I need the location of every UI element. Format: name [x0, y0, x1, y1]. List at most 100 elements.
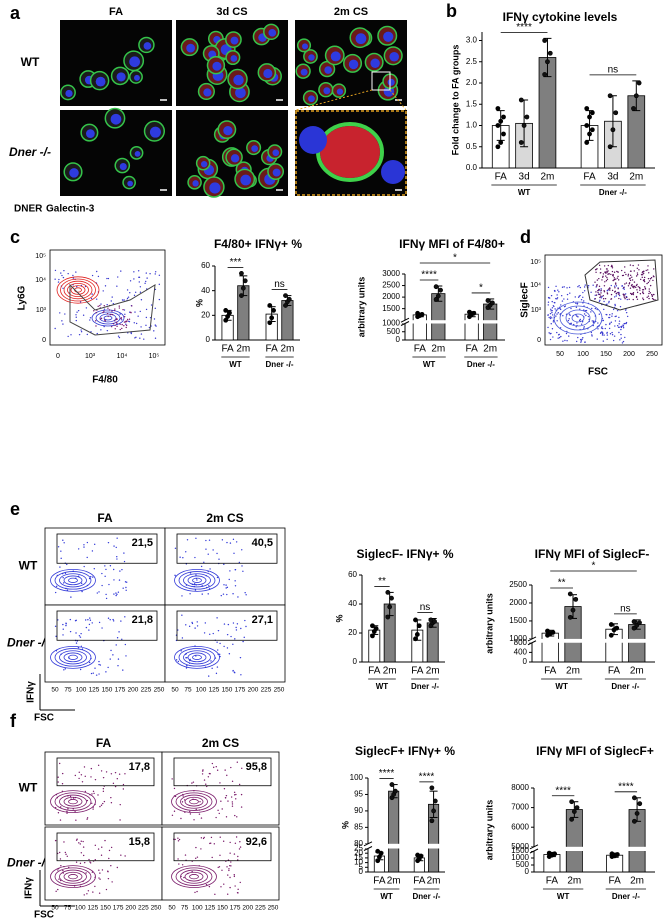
event-dot — [613, 277, 616, 279]
event-dot — [605, 279, 608, 282]
event-dot — [226, 541, 228, 544]
event-dot — [556, 331, 558, 334]
event-dot — [134, 337, 136, 339]
y-tick-label: 1000 — [509, 634, 527, 643]
event-dot — [110, 313, 112, 316]
event-dot — [242, 570, 244, 573]
contour — [565, 309, 591, 327]
event-dot — [606, 276, 608, 279]
event-dot — [98, 892, 101, 894]
event-dot — [561, 300, 564, 302]
event-dot — [178, 838, 181, 841]
event-dot — [171, 778, 173, 780]
event-dot — [622, 293, 624, 296]
event-dot — [651, 295, 654, 298]
event-dot — [583, 286, 586, 288]
event-dot — [100, 303, 102, 305]
event-dot — [89, 617, 91, 619]
event-dot — [195, 857, 197, 860]
event-dot — [109, 619, 111, 621]
nucleus — [389, 51, 399, 62]
group-label: Dner -/- — [612, 892, 640, 901]
data-point — [389, 782, 395, 787]
event-dot — [101, 869, 104, 871]
event-dot — [597, 328, 599, 330]
event-dot — [122, 788, 125, 790]
event-dot — [124, 773, 126, 775]
event-dot — [102, 802, 104, 805]
event-dot — [90, 767, 93, 770]
event-dot — [569, 314, 571, 317]
x-tick-label: 50 — [171, 687, 179, 694]
event-dot — [611, 267, 614, 269]
data-point — [631, 106, 636, 111]
data-point — [501, 131, 506, 137]
event-dot — [154, 324, 156, 326]
row-label: Dner -/- — [9, 145, 51, 159]
event-dot — [90, 672, 93, 675]
event-dot — [577, 286, 579, 288]
event-dot — [595, 294, 598, 296]
event-dot — [620, 333, 622, 336]
significance-label: **** — [421, 270, 437, 281]
event-dot — [653, 268, 655, 270]
event-dot — [618, 293, 620, 295]
data-point — [429, 785, 435, 791]
event-dot — [629, 279, 632, 282]
event-dot — [562, 340, 564, 342]
event-dot — [200, 837, 203, 839]
data-point — [471, 310, 477, 316]
event-dot — [635, 286, 637, 289]
event-dot — [135, 336, 137, 339]
event-dot — [240, 806, 243, 808]
y-axis-label: arbitrary units — [484, 593, 494, 654]
event-dot — [112, 618, 114, 621]
nucleus — [336, 88, 344, 95]
event-dot — [637, 264, 640, 266]
data-point — [614, 852, 620, 857]
group-label: WT — [376, 682, 389, 691]
event-dot — [654, 299, 656, 301]
event-dot — [97, 794, 99, 796]
event-dot — [551, 328, 554, 330]
event-dot — [579, 338, 582, 341]
y-tick-label: 3.0 — [466, 36, 478, 45]
axis-label: IFNγ — [26, 681, 37, 703]
event-dot — [84, 619, 87, 621]
event-dot — [72, 797, 75, 799]
event-dot — [153, 330, 155, 332]
event-dot — [609, 322, 611, 325]
event-dot — [192, 781, 195, 783]
event-dot — [85, 626, 88, 629]
x-tick-label: 150 — [222, 687, 233, 694]
event-dot — [194, 589, 197, 591]
column-header: FA — [96, 736, 112, 750]
event-dot — [551, 307, 554, 309]
event-dot — [234, 585, 237, 587]
event-dot — [618, 331, 620, 334]
event-dot — [107, 541, 110, 544]
event-dot — [62, 634, 64, 636]
y-tick-label: 500 — [387, 327, 401, 336]
data-point — [587, 131, 592, 137]
panel-label: a — [10, 3, 21, 23]
nucleus — [370, 58, 380, 68]
x-tick-label: FA — [544, 666, 557, 677]
event-dot — [59, 819, 62, 821]
event-dot — [642, 291, 644, 293]
event-dot — [600, 327, 603, 329]
event-dot — [580, 323, 583, 325]
cell-cytoplasm — [320, 126, 380, 178]
bar — [426, 622, 439, 663]
event-dot — [54, 625, 57, 627]
event-dot — [154, 307, 156, 310]
event-dot — [153, 318, 156, 320]
event-dot — [225, 794, 228, 797]
event-dot — [211, 667, 213, 670]
event-dot — [643, 276, 646, 279]
event-dot — [619, 339, 621, 341]
event-dot — [550, 332, 552, 335]
column-header: FA — [97, 511, 113, 525]
event-dot — [599, 293, 601, 296]
data-point — [524, 114, 530, 120]
